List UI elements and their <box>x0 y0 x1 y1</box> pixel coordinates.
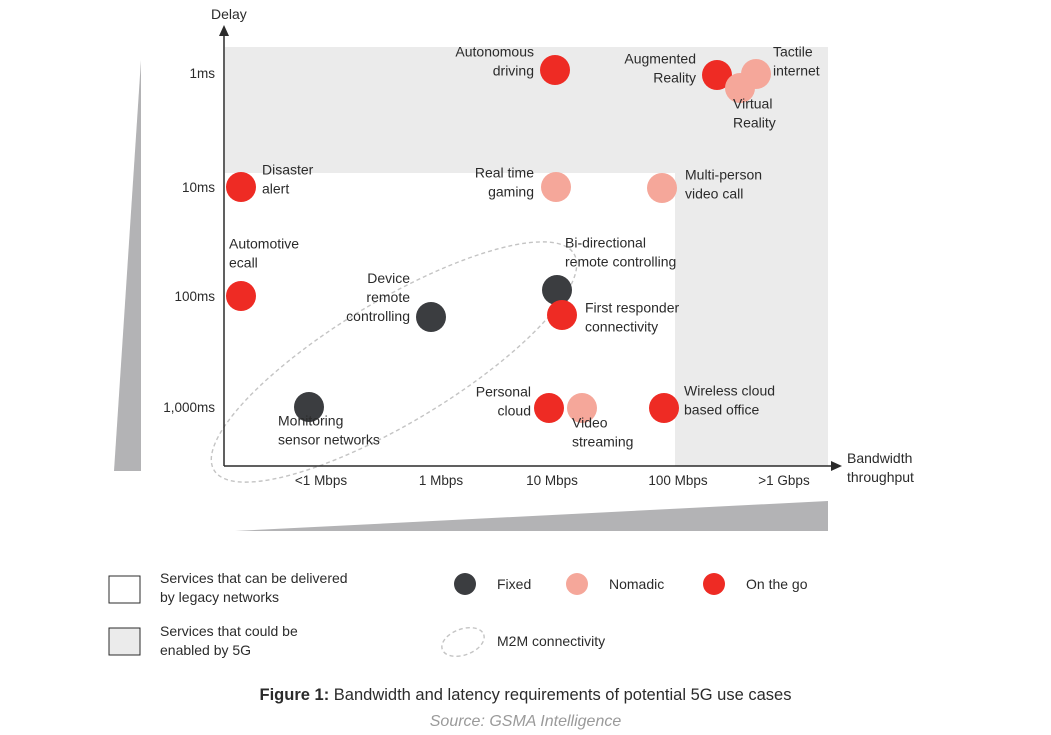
legend-5g-label: Services that could be enabled by 5G <box>160 623 302 658</box>
x-tick-label: >1 Gbps <box>758 473 810 488</box>
x-tick-label: 100 Mbps <box>648 473 708 488</box>
legend-nomadic-label: Nomadic <box>609 576 664 592</box>
data-point <box>416 302 446 332</box>
data-point <box>649 393 679 423</box>
figure-caption-prefix: Figure 1: <box>259 686 330 704</box>
data-point <box>294 392 324 422</box>
data-point-label: Autonomous driving <box>455 44 534 79</box>
data-point <box>567 393 597 423</box>
y-axis-title: Delay <box>211 6 247 22</box>
legend-onthego-label: On the go <box>746 576 808 592</box>
data-point-labels: Autonomous driving Augmented Reality Tactile… <box>229 44 820 450</box>
x-gradient-wedge <box>235 501 828 531</box>
data-point <box>702 60 732 90</box>
x-tick-label: <1 Mbps <box>295 473 347 488</box>
x-axis-arrow <box>831 461 842 471</box>
legend-5g-swatch <box>108 627 141 656</box>
region-5g-enabled <box>225 47 828 466</box>
y-tick-label: 10ms <box>182 180 215 195</box>
data-point-label: Device remote controlling <box>346 270 410 324</box>
x-axis-title-line: throughput <box>847 469 914 485</box>
y-tick-label: 100ms <box>174 289 215 304</box>
data-point-label: Real time gaming <box>475 165 534 200</box>
x-axis-title-line: Bandwidth <box>847 450 912 466</box>
legend-legacy-swatch <box>108 575 141 604</box>
data-point-label: Multi-person video call <box>685 167 762 202</box>
data-point-label: Wireless cloud based office <box>684 383 775 418</box>
data-point-label: Video streaming <box>572 415 633 450</box>
x-tick-labels: <1 Mbps 1 Mbps 10 Mbps 100 Mbps >1 Gbps <box>295 473 810 488</box>
data-point-label: Virtual Reality <box>733 96 776 131</box>
data-point-label: Tactile internet <box>773 44 820 79</box>
y-tick-labels: 1ms 10ms 100ms 1,000ms <box>163 66 215 415</box>
x-axis-title: Bandwidth throughput <box>847 450 916 485</box>
data-point-label: Automotive ecall <box>229 236 299 271</box>
data-point <box>542 275 572 305</box>
data-point-label: Monitoring sensor networks <box>278 413 380 448</box>
figure-caption: Figure 1: Bandwidth and latency requirem… <box>0 686 1051 705</box>
x-tick-label: 10 Mbps <box>526 473 578 488</box>
data-point-label: Bi-directional remote controlling <box>565 235 676 270</box>
data-point-label: Disaster alert <box>262 162 314 197</box>
figure-source: Source: GSMA Intelligence <box>429 713 622 730</box>
legend-nomadic-dot <box>566 573 588 595</box>
data-point <box>534 393 564 423</box>
data-point <box>541 172 571 202</box>
m2m-ellipse <box>210 241 578 483</box>
x-tick-label: 1 Mbps <box>419 473 464 488</box>
y-tick-label: 1ms <box>189 66 215 81</box>
figure-caption-text: Bandwidth and latency requirements of po… <box>329 686 792 704</box>
data-point <box>226 281 256 311</box>
legend-m2m-label: M2M connectivity <box>497 633 605 649</box>
data-point-label: Personal cloud <box>476 384 531 419</box>
data-point-label: First responder connectivity <box>585 300 679 335</box>
y-gradient-wedge <box>114 60 141 471</box>
data-points <box>226 55 771 423</box>
data-point <box>647 173 677 203</box>
legend-m2m-ellipse <box>441 626 485 658</box>
data-point-label: Augmented Reality <box>624 51 696 86</box>
y-axis-arrow <box>219 25 229 36</box>
legend-onthego-dot <box>703 573 725 595</box>
y-tick-label: 1,000ms <box>163 400 215 415</box>
legend-fixed-label: Fixed <box>497 576 531 592</box>
legend: Services that can be delivered by legacy… <box>108 570 808 658</box>
data-point <box>540 55 570 85</box>
data-point <box>547 300 577 330</box>
data-point <box>725 73 755 103</box>
legend-legacy-label: Services that can be delivered by legacy… <box>160 570 351 605</box>
legend-fixed-dot <box>454 573 476 595</box>
data-point <box>226 172 256 202</box>
